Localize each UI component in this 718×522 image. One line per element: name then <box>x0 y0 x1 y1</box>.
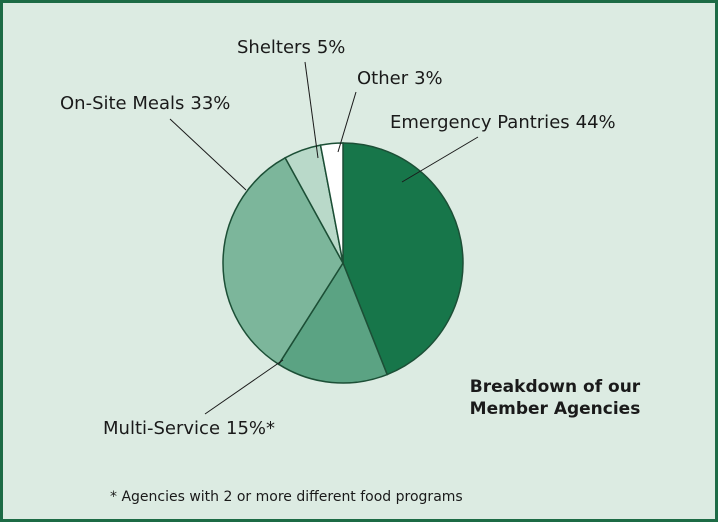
footnote: * Agencies with 2 or more different food… <box>110 489 463 505</box>
pie-slice <box>319 142 344 264</box>
value-label: 15%* <box>226 418 275 439</box>
category-label: On-Site Meals <box>60 93 184 114</box>
slice-label: Shelters 5% <box>237 37 345 58</box>
leader-line <box>169 118 247 191</box>
pie-slice <box>342 142 464 376</box>
value-label: 3% <box>414 68 443 89</box>
chart-title: Breakdown of our <box>470 377 641 397</box>
category-label: Multi-Service <box>103 418 220 439</box>
value-label: 5% <box>317 37 346 58</box>
slice-label: Emergency Pantries 44% <box>390 112 616 133</box>
leader-line <box>401 136 479 183</box>
slice-label: Multi-Service 15%* <box>103 418 275 439</box>
value-label: 44% <box>576 112 616 133</box>
category-label: Emergency Pantries <box>390 112 570 133</box>
pie-slice <box>277 261 389 384</box>
chart-title: Member Agencies <box>470 399 641 419</box>
leader-line <box>337 91 357 153</box>
slice-label: Other 3% <box>357 68 443 89</box>
leader-line <box>204 359 284 415</box>
value-label: 33% <box>190 93 230 114</box>
category-label: Other <box>357 68 409 89</box>
category-label: Shelters <box>237 37 311 58</box>
slice-label: On-Site Meals 33% <box>60 93 230 114</box>
leader-line <box>304 61 319 159</box>
